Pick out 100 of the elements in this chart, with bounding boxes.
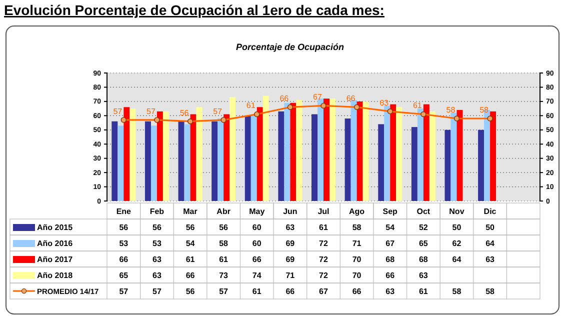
data-label: 66 [352, 287, 362, 296]
data-label: 72 [319, 271, 328, 280]
data-label: 69 [286, 255, 296, 264]
x-tick-label: Mar [183, 207, 198, 216]
data-label: 57 [119, 287, 129, 296]
annotation: 56 [180, 108, 190, 118]
bar [184, 124, 190, 201]
bar [450, 112, 457, 201]
bar [423, 104, 430, 201]
data-label: 57 [152, 287, 162, 296]
bar [144, 121, 151, 201]
data-label: 64 [452, 255, 462, 264]
x-tick-label: Abr [216, 207, 230, 216]
legend-label: Año 2015 [37, 223, 74, 232]
bar [212, 121, 218, 201]
bar [478, 130, 484, 201]
data-label: 68 [386, 255, 396, 264]
data-label: 56 [119, 223, 129, 232]
bar [390, 104, 396, 201]
bar [244, 116, 251, 201]
annotation: 61 [412, 101, 422, 110]
bar [344, 118, 351, 201]
bar [378, 124, 384, 201]
data-label: 66 [119, 255, 129, 264]
bar [417, 108, 424, 201]
bar [196, 107, 202, 201]
bar [190, 114, 196, 201]
data-label: 60 [252, 223, 262, 232]
chart-subtitle: Evolución Porcentaje de Ocupación al 1ero de cada mes: [4, 2, 384, 18]
x-tick-label: Ene [116, 207, 132, 216]
annotation: 58 [446, 106, 456, 115]
x-tick-label: Oct [416, 207, 430, 216]
bar [296, 100, 302, 201]
bar [324, 98, 330, 201]
bar [130, 108, 136, 201]
bar [411, 127, 418, 201]
x-tick-label: Sep [382, 207, 398, 216]
data-label: 61 [252, 287, 262, 296]
data-label: 73 [219, 271, 229, 280]
data-label: 62 [452, 239, 462, 248]
data-label: 57 [219, 287, 229, 296]
bar [429, 111, 436, 201]
bar [329, 98, 336, 201]
annotation: 57 [113, 106, 123, 116]
data-label: 58 [352, 223, 362, 232]
bar [224, 114, 230, 201]
bar [384, 106, 390, 201]
data-label: 70 [352, 255, 362, 264]
data-label: 54 [386, 223, 396, 232]
data-label: 70 [352, 271, 362, 280]
data-label: 52 [418, 223, 428, 232]
bar [456, 110, 463, 201]
legend-label: Año 2016 [37, 239, 74, 248]
data-label: 66 [252, 255, 262, 264]
bar [112, 121, 118, 201]
data-label: 50 [452, 223, 462, 232]
data-label: 68 [418, 255, 428, 264]
bar [444, 130, 451, 201]
chart-title: Porcentaje de Ocupación [236, 42, 345, 52]
legend-label: Año 2017 [37, 255, 74, 264]
annotation: 66 [346, 94, 356, 104]
data-label: 67 [319, 287, 328, 296]
bar [256, 107, 263, 201]
x-tick-label: Jul [318, 207, 330, 216]
bar [162, 111, 169, 201]
bar [262, 96, 269, 201]
data-label: 66 [386, 271, 396, 280]
data-label: 65 [418, 239, 428, 248]
bar [284, 102, 290, 201]
annotation: 57 [146, 106, 156, 116]
data-label: 61 [186, 255, 196, 264]
bar [396, 107, 402, 201]
data-label: 66 [286, 287, 296, 296]
bar [356, 101, 363, 201]
data-label: 63 [386, 287, 396, 296]
data-label: 61 [319, 223, 328, 232]
bar [118, 126, 124, 201]
legend-label: Año 2018 [37, 271, 74, 280]
bar [490, 111, 496, 201]
data-label: 72 [319, 239, 328, 248]
x-tick-label: Ago [349, 207, 365, 216]
data-label: 63 [152, 255, 162, 264]
x-tick-label: Jun [283, 207, 298, 216]
data-label: 53 [119, 239, 129, 248]
data-label: 56 [152, 223, 162, 232]
data-label: 63 [418, 271, 428, 280]
data-label: 60 [252, 239, 262, 248]
data-label: 50 [486, 223, 496, 232]
x-tick-label: Feb [150, 207, 164, 216]
data-label: 67 [386, 239, 396, 248]
data-label: 63 [286, 223, 296, 232]
data-label: 61 [219, 255, 229, 264]
bar [318, 98, 324, 201]
data-label: 66 [186, 271, 196, 280]
bar [156, 111, 163, 201]
annotation: 67 [313, 92, 322, 102]
x-tick-label: May [249, 207, 266, 216]
data-label: 63 [152, 271, 162, 280]
bar [150, 126, 157, 201]
bar [312, 114, 318, 201]
